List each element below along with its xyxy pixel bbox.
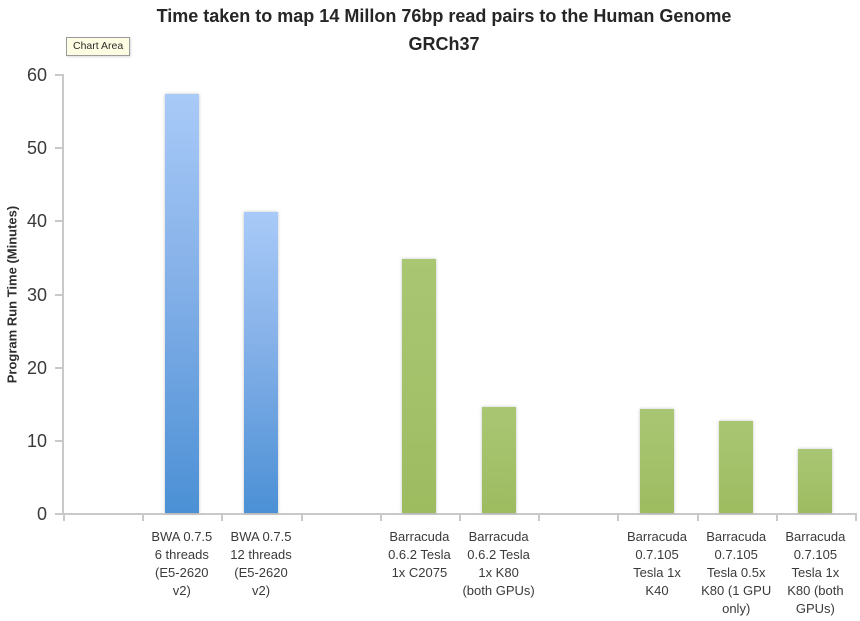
x-axis-category-label-1: BWA 0.7.5 6 threads (E5-2620 v2) (151, 529, 213, 598)
y-axis-tick (55, 513, 62, 515)
x-axis-category-label-3: Barracuda 0.6.2 Tesla 1x C2075 (388, 529, 451, 580)
bar-2[interactable] (244, 211, 278, 513)
y-axis-tick (55, 439, 62, 442)
x-axis-tick (775, 515, 778, 521)
bar-1[interactable] (164, 94, 199, 513)
x-axis-tick (459, 515, 461, 521)
x-axis-tick (379, 515, 382, 521)
x-axis-tick (538, 515, 541, 521)
y-axis-tick (55, 366, 62, 369)
x-axis-line (63, 513, 857, 515)
y-axis-tick-label: 60 (26, 65, 47, 85)
y-axis-tick (55, 74, 62, 76)
y-axis-tick-label: 10 (26, 430, 47, 451)
x-axis-category-label-7: Barracuda 0.7.105 Tesla 1x K80 (both GPU… (785, 529, 846, 616)
y-axis-tick (55, 147, 62, 150)
y-axis-tick (55, 220, 62, 223)
y-axis-tick-label: 20 (26, 357, 47, 378)
bar-3[interactable] (402, 259, 437, 513)
x-axis-category-label-6: Barracuda 0.7.105 Tesla 0.5x K80 (1 GPU … (701, 529, 772, 616)
chart-area-tooltip: Chart Area (66, 37, 131, 56)
chart-title: Time taken to map 14 Millon 76bp read pa… (28, 2, 860, 58)
x-axis-tick (855, 515, 857, 521)
y-axis-tick-label: 0 (36, 504, 47, 524)
x-axis-tick (696, 515, 699, 521)
y-axis-tick-label: 50 (26, 138, 47, 159)
bar-4[interactable] (481, 406, 516, 513)
x-axis-tick (221, 515, 224, 521)
chart-title-line-1: Time taken to map 14 Millon 76bp read pa… (156, 6, 732, 26)
x-axis-category-label-2: BWA 0.7.5 12 threads (E5-2620 v2) (230, 529, 292, 598)
y-axis-tick-label: 30 (26, 284, 47, 305)
bar-5[interactable] (640, 409, 674, 513)
chart-title-line-2: GRCh37 (408, 34, 480, 54)
bar-7[interactable] (798, 448, 833, 513)
bar-6[interactable] (719, 420, 754, 513)
x-axis-tick (63, 515, 65, 521)
x-axis-tick (617, 515, 620, 521)
y-axis-tick (55, 293, 62, 296)
y-axis-line (62, 74, 64, 515)
x-axis-tick (142, 515, 145, 521)
x-axis-category-label-5: Barracuda 0.7.105 Tesla 1x K40 (627, 529, 687, 598)
x-axis-category-label-4: Barracuda 0.6.2 Tesla 1x K80 (both GPUs) (462, 529, 535, 598)
y-axis-tick-label: 40 (26, 211, 47, 232)
x-axis-tick (300, 515, 303, 521)
